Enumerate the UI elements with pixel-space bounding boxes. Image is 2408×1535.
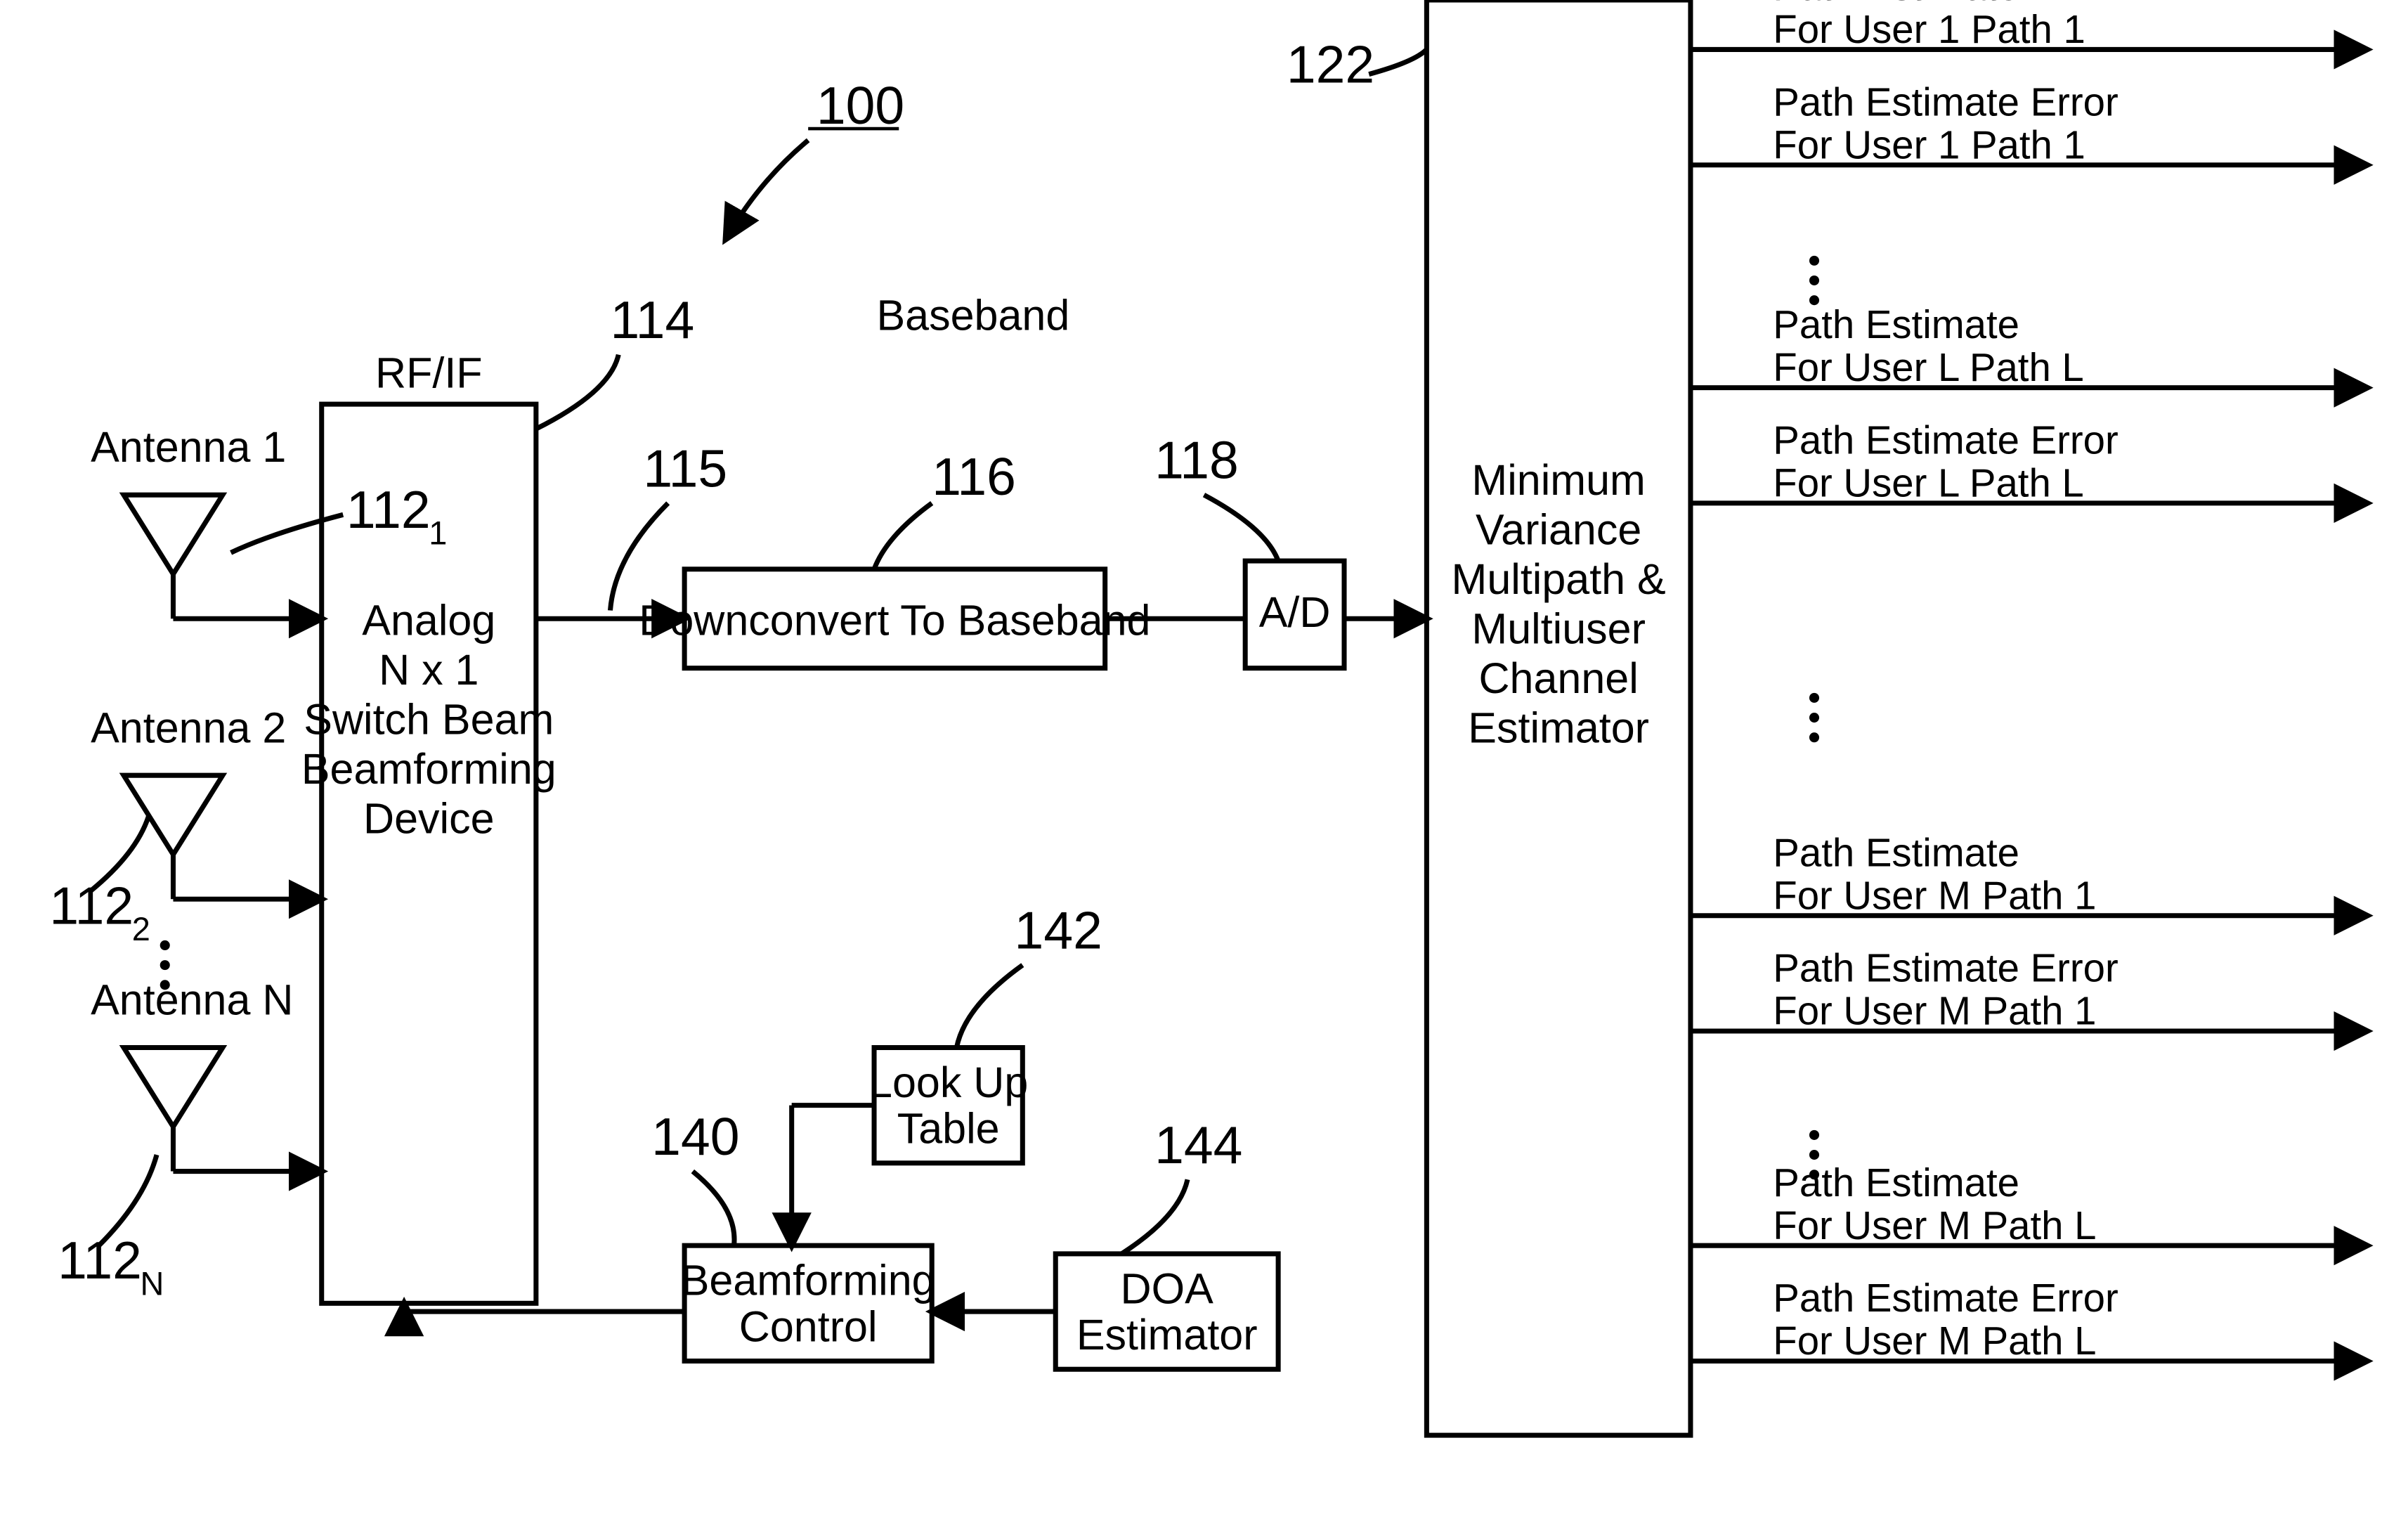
vdots [1809, 732, 1819, 742]
antenna-icon [124, 495, 223, 574]
vdots [1809, 276, 1819, 285]
ref-leader [874, 503, 932, 569]
ref-leader [956, 965, 1022, 1047]
ref-144: 144 [1154, 1115, 1242, 1174]
lut-text: Look Up [868, 1058, 1028, 1106]
antenna-label: Antenna N [91, 976, 293, 1024]
ref-116: 116 [932, 447, 1016, 506]
vdots [1809, 1150, 1819, 1160]
ref-112-2: 112 [49, 876, 134, 935]
ref-leader [1121, 1179, 1187, 1254]
vdots [1809, 693, 1819, 703]
ref-leader [1369, 49, 1426, 74]
output-label: Path Estimate Error [1773, 1276, 2118, 1320]
beamformer-text: Beamforming [301, 745, 557, 793]
ref-100: 100 [816, 76, 904, 135]
beamformer-text: Device [363, 794, 495, 842]
output-label: Path Estimate Error [1773, 946, 2118, 990]
ref-100-leader [726, 141, 808, 240]
output-label: For User 1 Path 1 [1773, 7, 2085, 51]
output-label: For User L Path L [1773, 461, 2083, 505]
beamformer-text: N x 1 [379, 646, 479, 694]
vdots [160, 940, 170, 950]
output-label: For User M Path 1 [1773, 989, 2096, 1033]
ref-122: 122 [1287, 34, 1374, 93]
baseband-label: Baseband [876, 291, 1069, 339]
output-label: For User M Path L [1773, 1319, 2096, 1363]
ref-leader [231, 514, 344, 552]
vdots [1809, 295, 1819, 305]
output-label: For User M Path 1 [1773, 873, 2096, 917]
vdots [1809, 1130, 1819, 1140]
ref-142: 142 [1015, 901, 1102, 960]
ref-leader [536, 355, 618, 429]
estimator-text: Variance [1476, 506, 1641, 554]
doa-text: DOA [1121, 1264, 1214, 1312]
ref-leader [610, 503, 668, 611]
ref-112-2-sub: 2 [132, 911, 150, 947]
estimator-text: Estimator [1468, 704, 1649, 751]
antenna-icon [124, 1048, 223, 1127]
output-label: Path Estimate Error [1773, 79, 2118, 124]
vdots [1809, 713, 1819, 723]
ref-112-1: 112 [346, 480, 431, 539]
lut-text: Table [897, 1105, 1000, 1153]
bfcontrol-text: Beamforming [681, 1257, 936, 1304]
bfcontrol-text: Control [739, 1302, 878, 1350]
ref-112-1-sub: 1 [429, 515, 447, 552]
ref-leader [1204, 495, 1279, 561]
output-label: For User 1 Path 1 [1773, 122, 2085, 167]
ref-112-N-sub: N [141, 1266, 164, 1302]
beamformer-text: Analog [362, 597, 495, 645]
vdots [160, 980, 170, 990]
ref-115: 115 [643, 439, 727, 498]
estimator-text: Multiuser [1471, 604, 1646, 652]
doa-text: Estimator [1076, 1311, 1258, 1359]
ref-118: 118 [1154, 431, 1239, 490]
estimator-text: Channel [1479, 654, 1639, 702]
downconvert-text: Downconvert To Baseband [639, 597, 1150, 645]
vdots [1809, 1170, 1819, 1179]
antenna-label: Antenna 2 [91, 704, 286, 751]
rfif-label: RF/IF [375, 349, 483, 397]
estimator-text: Multipath & [1452, 555, 1666, 603]
vdots [160, 960, 170, 970]
vdots [1809, 256, 1819, 266]
output-label: Path Estimate [1773, 830, 2019, 874]
ad-text: A/D [1259, 588, 1331, 636]
estimator-text: Minimum [1471, 456, 1645, 504]
antenna-label: Antenna 1 [91, 423, 286, 471]
output-label: Path Estimate Error [1773, 417, 2118, 462]
ref-140: 140 [651, 1107, 739, 1166]
output-label: Path Estimate [1773, 302, 2019, 346]
output-label: For User L Path L [1773, 345, 2083, 389]
ref-114: 114 [610, 290, 694, 349]
output-label: Path Estimate [1773, 1160, 2019, 1205]
ref-112-N: 112 [58, 1231, 142, 1290]
ref-leader [693, 1172, 734, 1246]
output-label: For User M Path L [1773, 1203, 2096, 1248]
block-diagram: AnalogN x 1Switch BeamBeamformingDeviceD… [0, 0, 2408, 1534]
beamformer-text: Switch Beam [304, 696, 554, 744]
